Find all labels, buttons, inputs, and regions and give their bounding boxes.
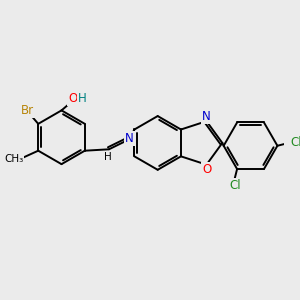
Text: Br: Br	[21, 104, 34, 117]
Text: O: O	[68, 92, 77, 105]
Text: O: O	[202, 163, 211, 176]
Text: Cl: Cl	[291, 136, 300, 149]
Text: N: N	[125, 132, 134, 145]
Text: H: H	[104, 152, 111, 162]
Text: CH₃: CH₃	[4, 154, 23, 164]
Text: H: H	[78, 92, 86, 105]
Text: N: N	[202, 110, 211, 123]
Text: Cl: Cl	[229, 179, 241, 192]
